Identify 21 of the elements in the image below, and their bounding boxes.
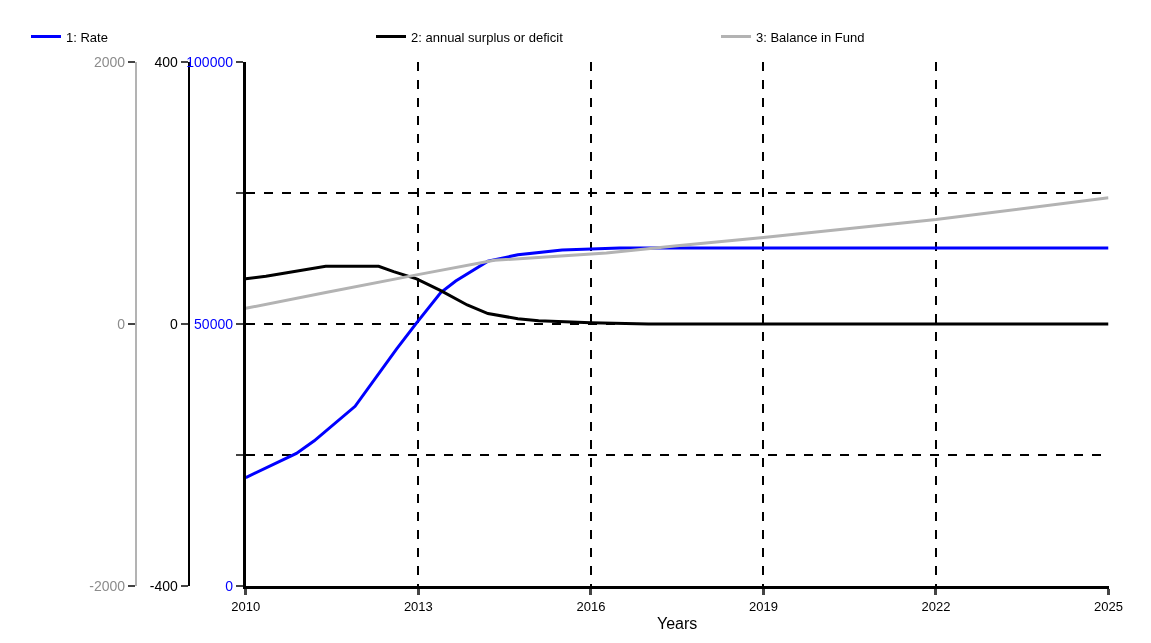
line-series (245, 196, 1109, 310)
x-tick-label: 2010 (231, 598, 261, 614)
x-tick-label: 2016 (576, 598, 606, 614)
legend-label: 3: Balance in Fund (756, 29, 865, 45)
x-tick-label: 2025 (1094, 598, 1123, 614)
y2-tick-label: -400 (149, 577, 179, 594)
y3-tick-label: 2000 (93, 53, 126, 70)
legend-label: 1: Rate (66, 29, 108, 45)
line-series (245, 246, 1109, 480)
y3-tick-label: -2000 (89, 577, 126, 594)
y-tick-label: 100000 (186, 53, 234, 70)
legend-label: 2: annual surplus or deficit (411, 29, 564, 45)
x-tick-label: 2013 (403, 598, 433, 614)
y-tick-label: 50000 (194, 315, 234, 332)
x-tick-label: 2022 (921, 598, 951, 614)
x-axis-title: Years (656, 615, 698, 633)
y-tick-label: 0 (225, 577, 234, 594)
y2-tick-label: 0 (170, 315, 179, 332)
y3-tick-label: 0 (117, 315, 126, 332)
x-tick-label: 2019 (748, 598, 778, 614)
y2-tick-label: 400 (154, 53, 179, 70)
